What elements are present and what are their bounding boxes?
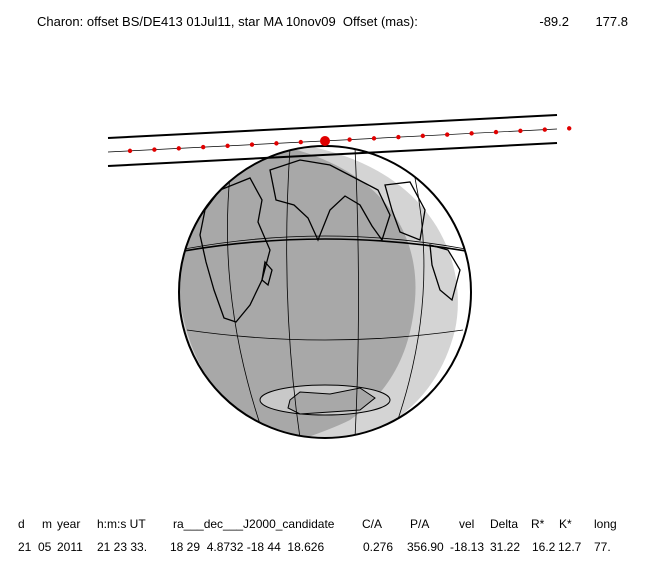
column-header: d (18, 517, 25, 531)
column-header: P/A (410, 517, 429, 531)
cell: 21 23 33. (97, 540, 147, 554)
offset-value: 177.8 (595, 14, 628, 29)
path-dot (445, 132, 450, 137)
cell: 2011 (57, 540, 83, 554)
path-dot (201, 144, 206, 150)
path-dot (274, 141, 279, 146)
path-dot (567, 126, 572, 131)
path-dot (371, 136, 377, 141)
path-dot (127, 148, 133, 154)
path-dot (420, 133, 425, 139)
occultation-path (107, 114, 572, 167)
cell: -18.13 (450, 540, 484, 554)
column-header: ra___dec___J2000_candidate (173, 517, 335, 531)
path-dot (493, 129, 499, 135)
column-header: h:m:s UT (97, 517, 146, 531)
cell: 356.90 (407, 540, 444, 554)
path-dot (249, 142, 255, 147)
cell: 77. (594, 540, 611, 554)
column-header: year (57, 517, 80, 531)
globe (179, 146, 471, 438)
cell: 05 (38, 540, 52, 554)
column-header: Delta (490, 517, 518, 531)
path-dot (396, 134, 401, 140)
path-dot (298, 139, 303, 145)
offset-value: -89.2 (539, 14, 569, 29)
column-header: K* (559, 517, 572, 531)
column-header: m (42, 517, 52, 531)
path-dot (542, 127, 547, 132)
path-dot (152, 147, 157, 152)
cell: 18 29 4.8732 -18 44 18.626 (170, 540, 324, 554)
cell: 31.22 (490, 540, 520, 554)
data-table: d m year h:m:s UT ra___dec___J2000_candidate… (18, 517, 617, 554)
path-dot (225, 143, 230, 149)
cell: 16.2 (532, 540, 556, 554)
column-header: R* (531, 517, 545, 531)
path-dot (347, 137, 352, 142)
path-dot (518, 128, 523, 134)
cell: 12.7 (558, 540, 582, 554)
title: Charon: offset BS/DE413 01Jul11, star MA… (37, 14, 418, 29)
column-header: long (594, 517, 617, 531)
column-header: vel (459, 517, 474, 531)
column-header: C/A (362, 517, 382, 531)
cell: 0.276 (363, 540, 393, 554)
path-dot (469, 131, 474, 136)
closest-approach-dot (320, 136, 330, 146)
path-dot (176, 146, 181, 151)
cell: 21 (18, 540, 32, 554)
